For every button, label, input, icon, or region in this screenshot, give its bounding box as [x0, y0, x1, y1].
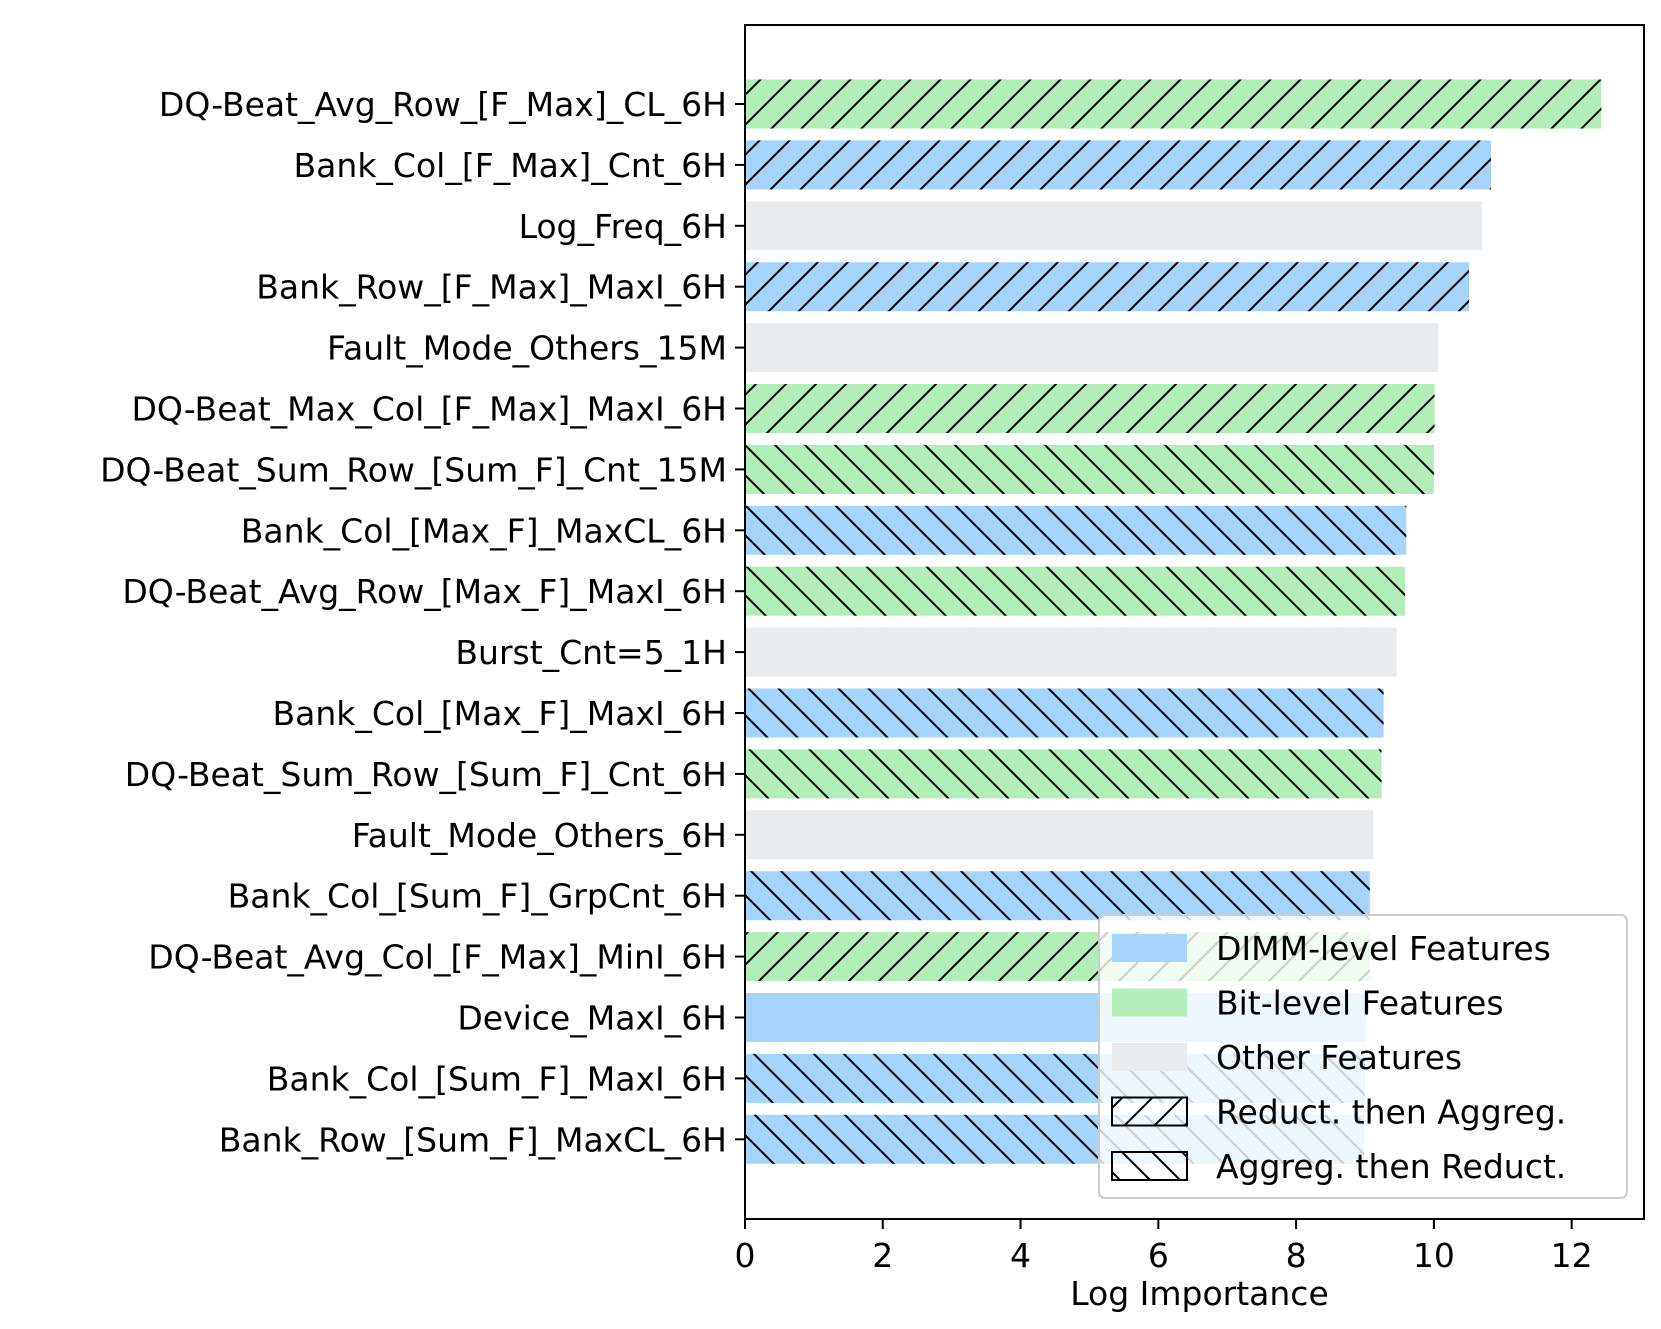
legend-swatch-dimm [1112, 934, 1187, 962]
bar-5 [745, 323, 1439, 373]
bar-hatch-1 [745, 79, 1602, 129]
x-tick-label: 10 [1413, 1236, 1455, 1275]
x-tick-label: 4 [1010, 1236, 1031, 1275]
category-label: Burst_Cnt=5_1H [455, 633, 727, 672]
category-label: Bank_Col_[Sum_F]_GrpCnt_6H [228, 877, 727, 916]
category-label: Bank_Col_[Max_F]_MaxCL_6H [241, 511, 727, 550]
legend-label-forward: Reduct. then Aggreg. [1216, 1093, 1566, 1132]
category-label: Fault_Mode_Others_15M [327, 329, 727, 368]
x-axis-title: Log Importance [1070, 1274, 1329, 1313]
category-label: Bank_Col_[Sum_F]_MaxI_6H [267, 1059, 727, 1098]
legend-label-other: Other Features [1216, 1038, 1462, 1077]
category-label: Device_MaxI_6H [457, 999, 727, 1038]
category-label: Bank_Row_[F_Max]_MaxI_6H [256, 268, 727, 307]
category-label: Bank_Col_[F_Max]_Cnt_6H [294, 146, 727, 185]
bar-hatch-2 [745, 140, 1492, 190]
legend-swatch-other [1112, 1043, 1187, 1071]
category-labels: DQ-Beat_Avg_Row_[F_Max]_CL_6H Bank_Col_[F… [100, 85, 745, 1159]
category-label: DQ-Beat_Sum_Row_[Sum_F]_Cnt_15M [100, 450, 727, 489]
x-tick-label: 0 [735, 1236, 756, 1275]
category-label: DQ-Beat_Avg_Col_[F_Max]_MinI_6H [148, 938, 727, 977]
legend-swatch-forward [1111, 1096, 1188, 1127]
x-axis: 0 2 4 6 8 10 12 [735, 1219, 1593, 1275]
category-label: Fault_Mode_Others_6H [352, 816, 727, 855]
bar-hatch-4 [745, 262, 1470, 312]
bar-hatch-9 [745, 566, 1405, 616]
plot-frame [744, 24, 1645, 1220]
category-label: DQ-Beat_Max_Col_[F_Max]_MaxI_6H [132, 390, 727, 429]
x-tick-label: 8 [1286, 1236, 1307, 1275]
category-label: Bank_Col_[Max_F]_MaxI_6H [272, 694, 727, 733]
bar-hatch-12 [745, 749, 1382, 799]
category-label: DQ-Beat_Avg_Row_[Max_F]_MaxI_6H [122, 572, 727, 611]
bar-3 [745, 201, 1483, 251]
legend-label-dimm: DIMM-level Features [1216, 929, 1551, 968]
category-label: DQ-Beat_Sum_Row_[Sum_F]_Cnt_6H [125, 755, 727, 794]
legend-swatch-backward [1111, 1151, 1188, 1181]
bar-hatch-11 [745, 688, 1384, 738]
bar-hatch-14 [745, 871, 1370, 921]
legend-swatch-bit [1112, 988, 1187, 1017]
bar-hatch-8 [745, 505, 1407, 555]
x-tick-label: 2 [872, 1236, 893, 1275]
category-label: Log_Freq_6H [519, 207, 727, 246]
legend: DIMM-level Features Bit-level Features Oth… [1098, 914, 1628, 1199]
legend-box [1098, 914, 1628, 1199]
x-tick-label: 6 [1148, 1236, 1169, 1275]
x-tick-label: 12 [1551, 1236, 1593, 1275]
bar-hatch-7 [745, 444, 1434, 494]
bar-13 [745, 810, 1374, 860]
legend-label-backward: Aggreg. then Reduct. [1216, 1147, 1566, 1186]
bar-10 [745, 627, 1397, 677]
bar-hatch-6 [745, 384, 1435, 433]
category-label: Bank_Row_[Sum_F]_MaxCL_6H [219, 1120, 727, 1159]
category-label: DQ-Beat_Avg_Row_[F_Max]_CL_6H [159, 85, 727, 124]
legend-label-bit: Bit-level Features [1216, 984, 1504, 1023]
